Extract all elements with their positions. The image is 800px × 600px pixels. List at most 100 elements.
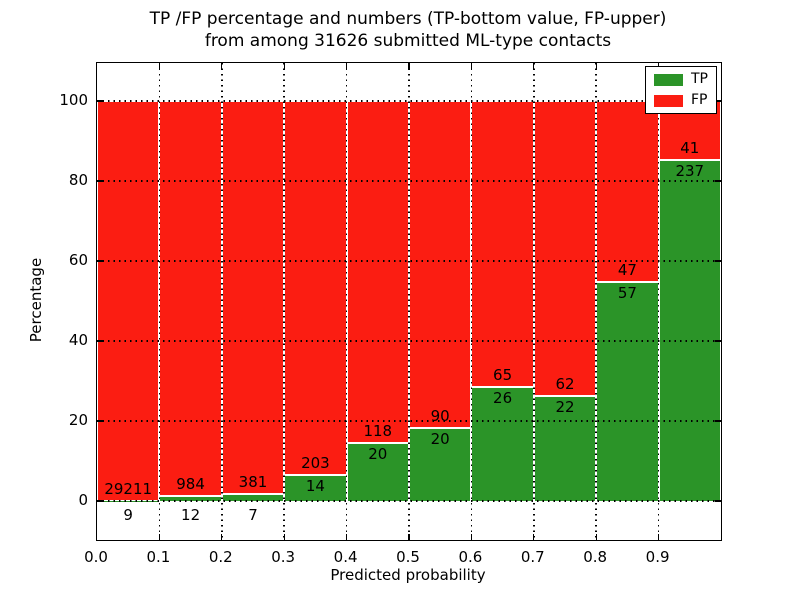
x-tick-bottom [657, 534, 660, 540]
tp-count-label: 20 [368, 445, 388, 464]
bar-fp-2 [221, 101, 285, 494]
x-tick-top [221, 63, 223, 69]
tp-count-label: 57 [617, 283, 637, 302]
plot-area: 29211 9 984 12 381 7 203 14 118 20 90 20 65 26 62 22 47 5… [96, 62, 722, 541]
x-tick-top [158, 63, 161, 69]
x-tick-bottom [345, 534, 348, 540]
chart-title-line2: from among 31626 submitted ML-type conta… [204, 31, 612, 51]
y-tick-label: 0 [78, 491, 88, 509]
y-tick-left [97, 260, 103, 262]
bar-fp-8 [596, 101, 659, 282]
fp-count-label: 29211 [104, 479, 153, 498]
x-tick-top [595, 63, 597, 69]
x-tick-top [283, 63, 285, 69]
x-tick-label: 0.7 [520, 548, 545, 566]
y-tick-left [97, 180, 103, 182]
bar-fp-1 [159, 101, 222, 497]
gridline-x [657, 63, 660, 540]
fp-count-label: 65 [493, 365, 513, 384]
y-tick-left [97, 500, 103, 502]
y-tick-label: 40 [68, 331, 88, 349]
legend-entry-tp: TP [654, 72, 708, 87]
y-tick-right [715, 500, 721, 502]
x-tick-label: 0.3 [271, 548, 296, 566]
bar-tp-3 [284, 475, 347, 501]
legend: TP FP [645, 66, 717, 114]
tp-count-label: 7 [248, 506, 258, 524]
fp-count-label: 62 [555, 375, 575, 394]
bar-tp-5 [409, 428, 472, 501]
x-tick-top [470, 63, 473, 69]
bar-tp-9 [658, 159, 721, 501]
x-tick-top [533, 63, 535, 69]
x-tick-label: 0.8 [583, 548, 608, 566]
x-tick-label: 0.0 [84, 548, 108, 566]
x-tick-label: 0.5 [396, 548, 420, 566]
y-axis-label: Percentage [27, 257, 45, 343]
x-tick-bottom [283, 534, 285, 540]
gridline-x [283, 63, 285, 540]
gridline-x [221, 63, 223, 540]
fp-count-label: 381 [238, 472, 268, 491]
x-tick-label: 0.9 [645, 548, 670, 566]
legend-label-tp: TP [691, 71, 708, 87]
gridline-x [345, 63, 348, 540]
bar-tp-8 [596, 281, 659, 501]
fp-count-label: 47 [617, 260, 637, 279]
fp-count-label: 984 [176, 475, 205, 494]
gridline-x [595, 63, 597, 540]
tp-count-label: 237 [675, 161, 705, 180]
chart-title: TP /FP percentage and numbers (TP-bottom… [96, 8, 720, 52]
gridline-x [408, 63, 410, 540]
x-tick-label: 0.6 [458, 548, 483, 566]
bar-fp-6 [471, 101, 534, 387]
tp-count-label: 14 [305, 477, 325, 496]
x-tick-bottom [533, 534, 535, 540]
gridline-x [470, 63, 473, 540]
y-tick-right [715, 420, 721, 422]
y-tick-label: 20 [68, 411, 88, 429]
x-tick-bottom [595, 534, 597, 540]
y-tick-right [715, 260, 721, 262]
y-tick-right [715, 340, 721, 342]
tp-count-label: 26 [493, 388, 513, 407]
y-tick-label: 60 [68, 251, 88, 269]
bar-fp-0 [97, 101, 160, 501]
y-tick-left [97, 340, 103, 342]
x-tick-bottom [158, 534, 161, 540]
legend-label-fp: FP [691, 92, 708, 108]
y-tick-left [97, 100, 103, 102]
legend-entry-fp: FP [654, 93, 708, 108]
bar-fp-5 [409, 101, 472, 429]
y-tick-label: 80 [68, 171, 88, 189]
y-tick-right [715, 100, 721, 102]
x-tick-top [408, 63, 410, 69]
fp-count-label: 41 [680, 138, 700, 157]
tp-count-label: 20 [430, 430, 450, 449]
bar-fp-3 [284, 101, 347, 476]
tp-count-label: 9 [123, 506, 133, 524]
x-tick-label: 0.1 [146, 548, 171, 566]
gridline-x [158, 63, 161, 540]
y-tick-right [715, 180, 721, 182]
fp-color-swatch [654, 94, 683, 107]
chart-title-line1: TP /FP percentage and numbers (TP-bottom… [149, 9, 667, 29]
bar-tp-6 [471, 386, 534, 501]
fp-count-label: 90 [430, 407, 450, 426]
x-tick-bottom [470, 534, 473, 540]
fp-count-label: 203 [301, 454, 330, 473]
tp-count-label: 22 [555, 398, 575, 417]
x-tick-label: 0.2 [208, 548, 233, 566]
x-tick-top [345, 63, 348, 69]
y-tick-left [97, 420, 103, 422]
gridline-x [533, 63, 535, 540]
x-tick-bottom [221, 534, 223, 540]
x-tick-bottom [408, 534, 410, 540]
x-axis-label: Predicted probability [330, 566, 486, 584]
tp-count-label: 12 [181, 506, 201, 524]
x-tick-label: 0.4 [333, 548, 358, 566]
fp-count-label: 118 [363, 422, 393, 441]
bar-fp-4 [346, 101, 409, 444]
bar-fp-7 [533, 101, 597, 397]
